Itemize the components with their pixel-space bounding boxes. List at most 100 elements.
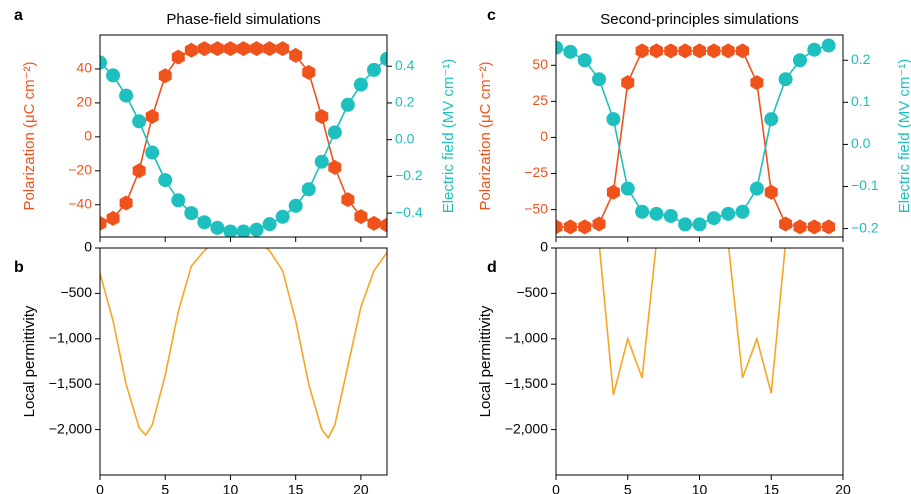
y2-tick-label: 0.4 [395,57,415,73]
point [649,206,664,221]
line [556,44,829,226]
point [314,154,329,169]
x-tick-label: 20 [353,482,369,494]
point [171,49,185,65]
y-tick-label: −25 [524,164,548,180]
panel: c Second-principles simulations −50 −25 0 25 5… [477,7,911,242]
y2-tick-label: 0.0 [395,130,415,146]
point [210,41,224,57]
series [598,248,786,396]
point [721,43,735,59]
series [100,41,387,233]
y2-axis-label: Electric field (MV cm⁻¹) [440,59,457,214]
panel: a Phase-field simulations −40 −20 0 20 40 Polar… [14,7,457,242]
point [577,53,592,68]
point [341,192,355,208]
point [275,209,290,224]
y-axis-label: Local permittivity [477,305,494,417]
point [721,206,736,221]
y2-tick-label: −0.2 [395,167,423,183]
y-tick-label: −1,500 [49,375,92,391]
point [236,224,251,237]
series [100,248,387,440]
point [197,215,212,230]
y-tick-label: −2,000 [49,420,92,436]
series [100,51,387,237]
x-tick-label: 0 [552,482,560,494]
point [119,88,134,103]
point [556,40,563,55]
panel-letter: d [487,259,497,276]
chart-title: Second-principles simulations [600,11,798,28]
point [807,219,821,235]
point [764,112,779,127]
y-tick-label: 0 [84,128,92,144]
plot-frame [99,34,388,238]
line [100,58,387,233]
point [707,43,721,59]
point [288,198,303,213]
point [119,195,133,211]
panel: b05101520x (unit cells)−2,000−1,500−1,00… [14,239,388,494]
x-tick-label: 15 [763,482,779,494]
point [367,215,381,231]
y-tick-label: −20 [68,162,92,178]
y-tick-label: −1,500 [505,375,548,391]
series [556,43,836,235]
point [635,43,649,59]
point [621,75,635,91]
y-tick-label: −2,000 [505,420,548,436]
point [706,211,721,226]
y-tick-label: 50 [532,56,548,72]
y-tick-label: 0 [540,239,548,255]
x-tick-label: 15 [288,482,304,494]
point [678,43,692,59]
point [276,41,290,57]
point [132,163,146,179]
point [354,209,368,225]
point [822,219,836,235]
point [778,72,793,87]
point [620,181,635,196]
y2-tick-label: 0.1 [851,93,871,109]
point [792,53,807,68]
point [340,97,355,112]
y-tick-label: −40 [68,195,92,211]
x-tick-label: 5 [624,482,632,494]
point [678,217,693,232]
point [132,114,147,129]
y-tick-label: −50 [524,200,548,216]
point [210,220,225,235]
point [750,75,764,91]
point [223,224,238,237]
y-tick-label: 0 [84,239,92,255]
point [380,51,387,66]
point [366,62,381,77]
point [158,173,173,188]
line [100,248,387,440]
point [315,108,329,124]
y-tick-label: 40 [76,60,92,76]
point [779,216,793,232]
line [598,248,786,396]
point [145,145,160,160]
point [380,217,387,233]
plot-frame [555,34,844,238]
point [807,42,822,57]
point [663,208,678,223]
point [223,41,237,57]
x-tick-label: 20 [835,482,851,494]
point [664,43,678,59]
point [250,41,264,57]
point [693,43,706,59]
x-tick-label: 0 [96,482,104,494]
point [592,216,606,232]
y-axis-label: Polarization (μC cm⁻²) [21,61,38,210]
point [606,112,621,127]
point [749,181,764,196]
point [735,204,750,219]
point [736,43,750,59]
point [249,222,264,237]
point [821,38,836,53]
